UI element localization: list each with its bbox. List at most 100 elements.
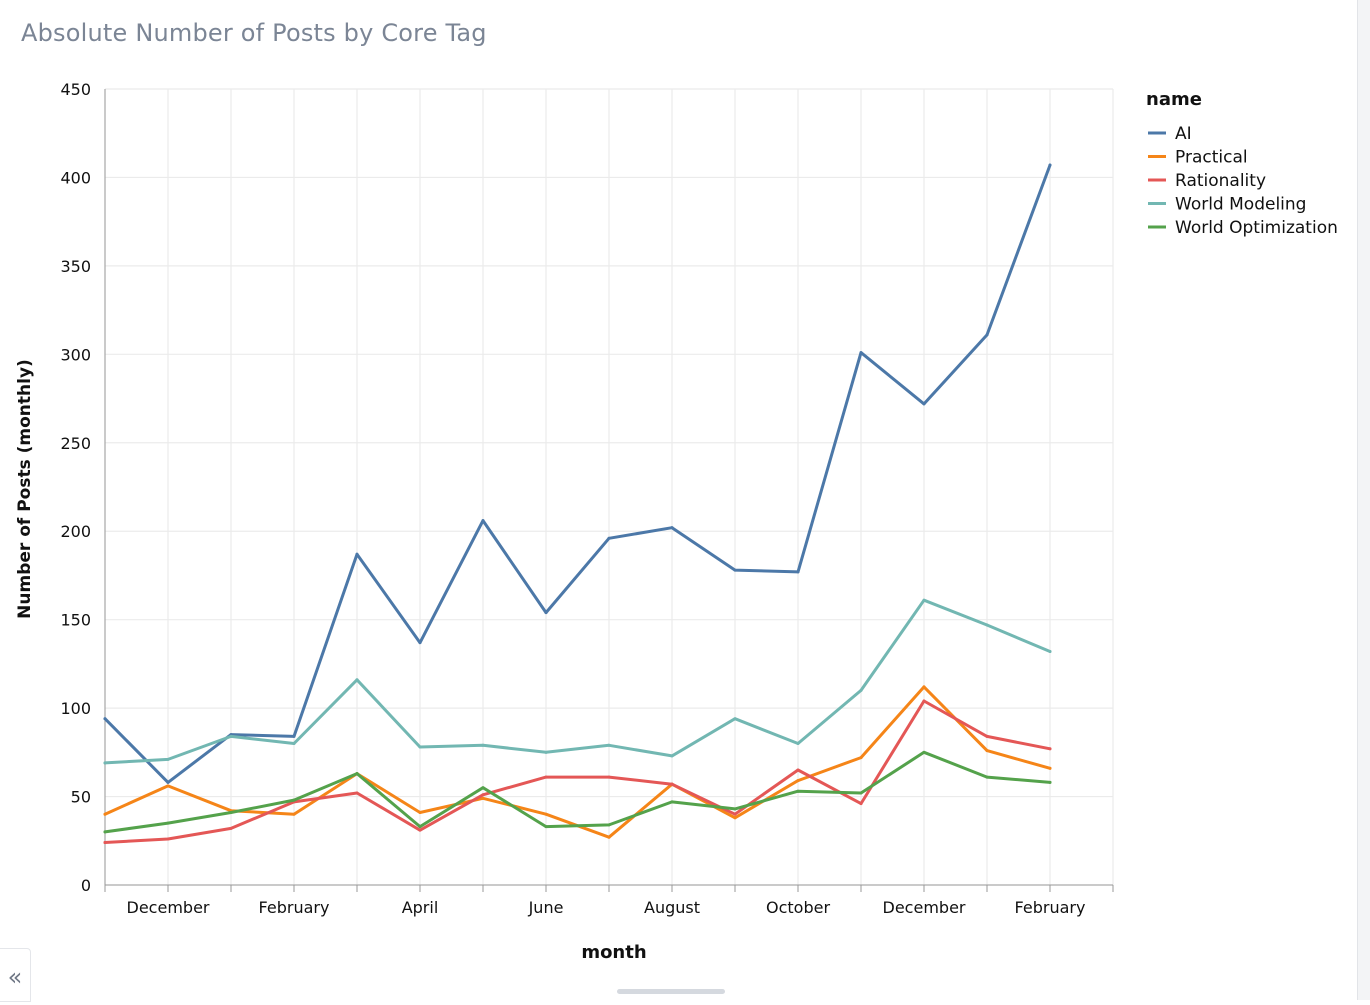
data-point: [670, 800, 674, 804]
y-tick-label: 200: [60, 522, 91, 541]
data-point: [481, 793, 485, 797]
data-point: [544, 750, 548, 754]
y-tick-label: 0: [81, 876, 91, 895]
data-point: [544, 775, 548, 779]
data-point: [418, 641, 422, 645]
data-point: [607, 835, 611, 839]
page-title: Absolute Number of Posts by Core Tag: [21, 19, 487, 47]
legend: name AI Practical Rationality World Modelin…: [1146, 89, 1338, 238]
x-tick-label: February: [259, 898, 330, 917]
data-point: [103, 717, 107, 721]
data-point: [1048, 747, 1052, 751]
data-point: [544, 812, 548, 816]
data-point: [1048, 780, 1052, 784]
data-point: [481, 796, 485, 800]
data-point: [1048, 766, 1052, 770]
data-point: [1048, 163, 1052, 167]
data-point: [607, 775, 611, 779]
data-point: [355, 791, 359, 795]
legend-item-label[interactable]: AI: [1175, 124, 1192, 144]
data-point: [544, 825, 548, 829]
data-point: [796, 570, 800, 574]
series-lines: [103, 163, 1052, 845]
data-point: [292, 812, 296, 816]
data-point: [985, 775, 989, 779]
data-point: [481, 743, 485, 747]
legend-item-label[interactable]: World Optimization: [1175, 218, 1338, 238]
data-point: [859, 351, 863, 355]
data-point: [922, 402, 926, 406]
legend-item-label[interactable]: Practical: [1175, 148, 1248, 168]
series-line-world-optimization[interactable]: [103, 750, 1052, 834]
series-line-ai[interactable]: [103, 163, 1052, 784]
data-point: [481, 519, 485, 523]
data-point: [1048, 650, 1052, 654]
data-point: [733, 807, 737, 811]
y-tick-label: 100: [60, 699, 91, 718]
data-point: [796, 768, 800, 772]
y-tick-label: 300: [60, 345, 91, 364]
data-point: [670, 526, 674, 530]
data-point: [166, 757, 170, 761]
vertical-gridlines: [104, 89, 1114, 885]
x-tick-label: December: [127, 898, 210, 917]
legend-item-label[interactable]: Rationality: [1175, 171, 1266, 191]
data-point: [418, 825, 422, 829]
data-point: [292, 734, 296, 738]
data-point: [607, 536, 611, 540]
data-point: [859, 756, 863, 760]
series-line-world-modeling[interactable]: [103, 598, 1052, 765]
data-point: [355, 552, 359, 556]
x-tick-label: April: [402, 898, 439, 917]
data-point: [670, 754, 674, 758]
data-point: [859, 688, 863, 692]
collapse-sidebar-button[interactable]: «: [0, 948, 31, 1002]
data-point: [229, 810, 233, 814]
x-tick-label: February: [1015, 898, 1086, 917]
data-point: [292, 741, 296, 745]
data-point: [481, 786, 485, 790]
data-point: [670, 782, 674, 786]
legend-title: name: [1146, 89, 1202, 110]
y-tick-label: 150: [60, 611, 91, 630]
data-point: [166, 821, 170, 825]
x-tick-label: December: [883, 898, 966, 917]
y-tick-label: 450: [60, 80, 91, 99]
data-point: [733, 717, 737, 721]
data-point: [733, 812, 737, 816]
data-point: [355, 772, 359, 776]
data-point: [985, 734, 989, 738]
data-point: [418, 745, 422, 749]
right-panel-edge: [1357, 0, 1370, 1000]
data-point: [166, 837, 170, 841]
x-axis-ticks: December February April June August October De…: [104, 885, 1114, 917]
data-point: [796, 741, 800, 745]
data-point: [859, 802, 863, 806]
x-tick-label: August: [644, 898, 700, 917]
data-point: [985, 623, 989, 627]
data-point: [607, 823, 611, 827]
data-point: [922, 685, 926, 689]
series-line-rationality[interactable]: [103, 699, 1052, 844]
legend-item-label[interactable]: World Modeling: [1175, 195, 1306, 215]
data-point: [922, 699, 926, 703]
data-point: [229, 826, 233, 830]
data-point: [166, 780, 170, 784]
data-point: [544, 611, 548, 615]
data-point: [355, 678, 359, 682]
data-point: [166, 784, 170, 788]
data-point: [103, 830, 107, 834]
y-tick-label: 350: [60, 257, 91, 276]
y-tick-label: 400: [60, 168, 91, 187]
data-point: [607, 743, 611, 747]
data-point: [985, 749, 989, 753]
horizontal-scroll-handle[interactable]: [617, 989, 725, 994]
x-tick-label: June: [528, 898, 564, 917]
data-point: [922, 750, 926, 754]
data-point: [292, 798, 296, 802]
y-axis-label: Number of Posts (monthly): [15, 359, 35, 619]
data-point: [103, 841, 107, 845]
y-axis-ticks: 0 50 100 150 200 250 300 350 400 450: [60, 80, 91, 895]
data-point: [859, 791, 863, 795]
